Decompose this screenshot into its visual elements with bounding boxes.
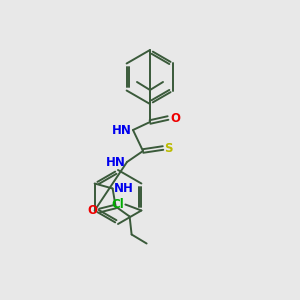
Text: O: O (88, 204, 98, 217)
Text: O: O (170, 112, 180, 124)
Text: S: S (164, 142, 172, 155)
Text: Cl: Cl (112, 198, 124, 211)
Text: NH: NH (114, 182, 134, 195)
Text: HN: HN (106, 157, 126, 169)
Text: HN: HN (112, 124, 132, 137)
